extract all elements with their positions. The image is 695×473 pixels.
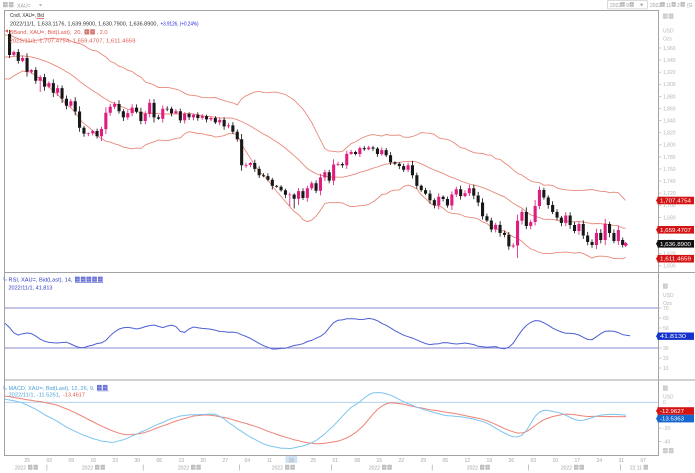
svg-text:1,800: 1,800 [663, 143, 676, 149]
svg-text:03: 03 [531, 458, 537, 464]
svg-text:1,620: 1,620 [663, 252, 676, 258]
svg-text:30: 30 [135, 458, 141, 464]
svg-text:02: 02 [47, 458, 53, 464]
svg-text:1,611.4659: 1,611.4659 [660, 257, 691, 263]
svg-text:1,700: 1,700 [663, 203, 676, 209]
svg-text:(G: (G [687, 3, 693, 9]
svg-text:2022: 2022 [561, 466, 572, 472]
svg-text:10: 10 [553, 458, 559, 464]
svg-text:09: 09 [69, 458, 75, 464]
svg-text:1,680: 1,680 [663, 215, 676, 221]
svg-text:25: 25 [25, 458, 31, 464]
svg-text:XAU=: XAU= [17, 4, 31, 10]
svg-text:1,760: 1,760 [663, 167, 676, 173]
svg-text:01: 01 [333, 458, 339, 464]
svg-text:Ozs: Ozs [663, 301, 672, 307]
svg-text:1,860: 1,860 [663, 106, 676, 112]
svg-text:70: 70 [663, 306, 669, 312]
svg-text:2022: 2022 [610, 3, 621, 9]
svg-text:1,940: 1,940 [663, 58, 676, 64]
svg-text:19: 19 [487, 458, 493, 464]
svg-text:31: 31 [619, 458, 625, 464]
svg-text:22: 22 [399, 458, 405, 464]
svg-text:20: 20 [201, 458, 207, 464]
svg-text:1,820: 1,820 [663, 131, 676, 137]
svg-text:23: 23 [113, 458, 119, 464]
svg-text:2: 2 [677, 3, 680, 9]
svg-text:07: 07 [641, 458, 647, 464]
svg-text:50: 50 [663, 326, 669, 332]
svg-text:16: 16 [91, 458, 97, 464]
svg-text:USD: USD [663, 29, 674, 35]
svg-text:1,920: 1,920 [663, 70, 676, 76]
svg-text:2022: 2022 [272, 466, 283, 472]
svg-text:0: 0 [663, 400, 666, 406]
svg-text:, 2.0: , 2.0 [97, 30, 108, 36]
svg-text:18: 18 [289, 458, 295, 464]
svg-text:+3.9126, (+0.24%): +3.9126, (+0.24%) [161, 22, 199, 28]
svg-text:27: 27 [223, 458, 229, 464]
svg-text:MACD, XAU=, Bid(Last), 12, 26,: MACD, XAU=, Bid(Last), 12, 26, 9, [9, 386, 95, 392]
svg-text:12: 12 [465, 458, 471, 464]
svg-text:2022/11/1, 1,707.4754, 1,659.4: 2022/11/1, 1,707.4754, 1,659.4707, 1,611… [10, 39, 136, 45]
svg-text:2022: 2022 [369, 466, 380, 472]
svg-text:1,780: 1,780 [663, 155, 676, 161]
svg-text:04: 04 [245, 458, 251, 464]
svg-text:1,659.4707: 1,659.4707 [660, 228, 691, 234]
svg-text:2022: 2022 [650, 3, 661, 9]
svg-text:29: 29 [421, 458, 427, 464]
svg-text:1,720: 1,720 [663, 191, 676, 197]
svg-text:RSI, XAU=, Bid(Last), 14,: RSI, XAU=, Bid(Last), 14, [9, 278, 73, 284]
svg-text:Ozs: Ozs [663, 37, 672, 43]
svg-text:USD: USD [663, 293, 674, 299]
svg-text:1,900: 1,900 [663, 82, 676, 88]
svg-text:2022/11/1, 1,633.1176, 1,639.9: 2022/11/1, 1,633.1176, 1,639.9900, 1,630… [10, 22, 158, 28]
svg-text:30: 30 [663, 346, 669, 352]
svg-text:20: 20 [663, 356, 669, 362]
svg-text:17: 17 [575, 458, 581, 464]
svg-text:08: 08 [355, 458, 361, 464]
svg-text:-13.4617: -13.4617 [63, 393, 85, 399]
svg-text:41.8130: 41.8130 [660, 334, 686, 340]
svg-text:-20: -20 [663, 426, 670, 432]
svg-text:10: 10 [663, 366, 669, 372]
svg-text:20,: 20, [74, 30, 82, 36]
svg-text:60: 60 [663, 316, 669, 322]
svg-text:1,600: 1,600 [663, 264, 676, 270]
svg-text:25: 25 [311, 458, 317, 464]
svg-text:2022: 2022 [467, 466, 478, 472]
svg-text:22 11: 22 11 [630, 466, 642, 472]
svg-text:24: 24 [597, 458, 603, 464]
svg-text:Cndl, XAU=, Bid: Cndl, XAU=, Bid [10, 13, 44, 19]
svg-text:2022/11/1, -11.5261,: 2022/11/1, -11.5261, [9, 393, 61, 399]
svg-text:USD: USD [663, 395, 674, 401]
svg-text:1,880: 1,880 [663, 94, 676, 100]
svg-text:1,840: 1,840 [663, 119, 676, 125]
svg-text:BBand, XAU=, Bid(Last),: BBand, XAU=, Bid(Last), [10, 30, 72, 36]
svg-text:-12.9627: -12.9627 [660, 409, 684, 415]
svg-text:-13.5363: -13.5363 [660, 417, 684, 423]
svg-text:2022: 2022 [82, 466, 93, 472]
svg-text:2022: 2022 [15, 466, 26, 472]
svg-text:11: 11 [666, 3, 671, 9]
svg-text:13: 13 [179, 458, 185, 464]
svg-text:06: 06 [157, 458, 163, 464]
svg-text:11: 11 [267, 458, 272, 464]
svg-text:15: 15 [377, 458, 383, 464]
svg-text:1,960: 1,960 [663, 46, 676, 52]
svg-text:1,740: 1,740 [663, 179, 676, 185]
svg-text:1,707.4754: 1,707.4754 [660, 199, 691, 205]
svg-text:05: 05 [443, 458, 449, 464]
svg-text:26: 26 [509, 458, 515, 464]
svg-text:-40: -40 [663, 440, 670, 446]
svg-text:9: 9 [626, 3, 629, 9]
svg-text:2022: 2022 [178, 466, 189, 472]
svg-text:2022/11/1, 41.813: 2022/11/1, 41.813 [9, 286, 53, 292]
svg-text:1,636.8900: 1,636.8900 [660, 242, 691, 248]
